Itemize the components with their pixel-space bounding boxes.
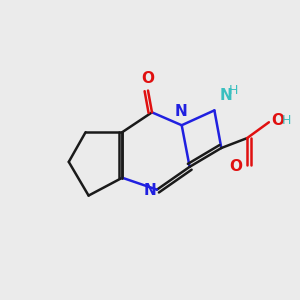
- Text: O: O: [271, 113, 284, 128]
- Text: O: O: [142, 70, 154, 86]
- Text: O: O: [229, 159, 242, 174]
- Text: N: N: [174, 104, 187, 119]
- Text: N: N: [219, 88, 232, 104]
- Text: N: N: [144, 183, 156, 198]
- Text: H: H: [282, 114, 291, 127]
- Text: H: H: [228, 83, 238, 97]
